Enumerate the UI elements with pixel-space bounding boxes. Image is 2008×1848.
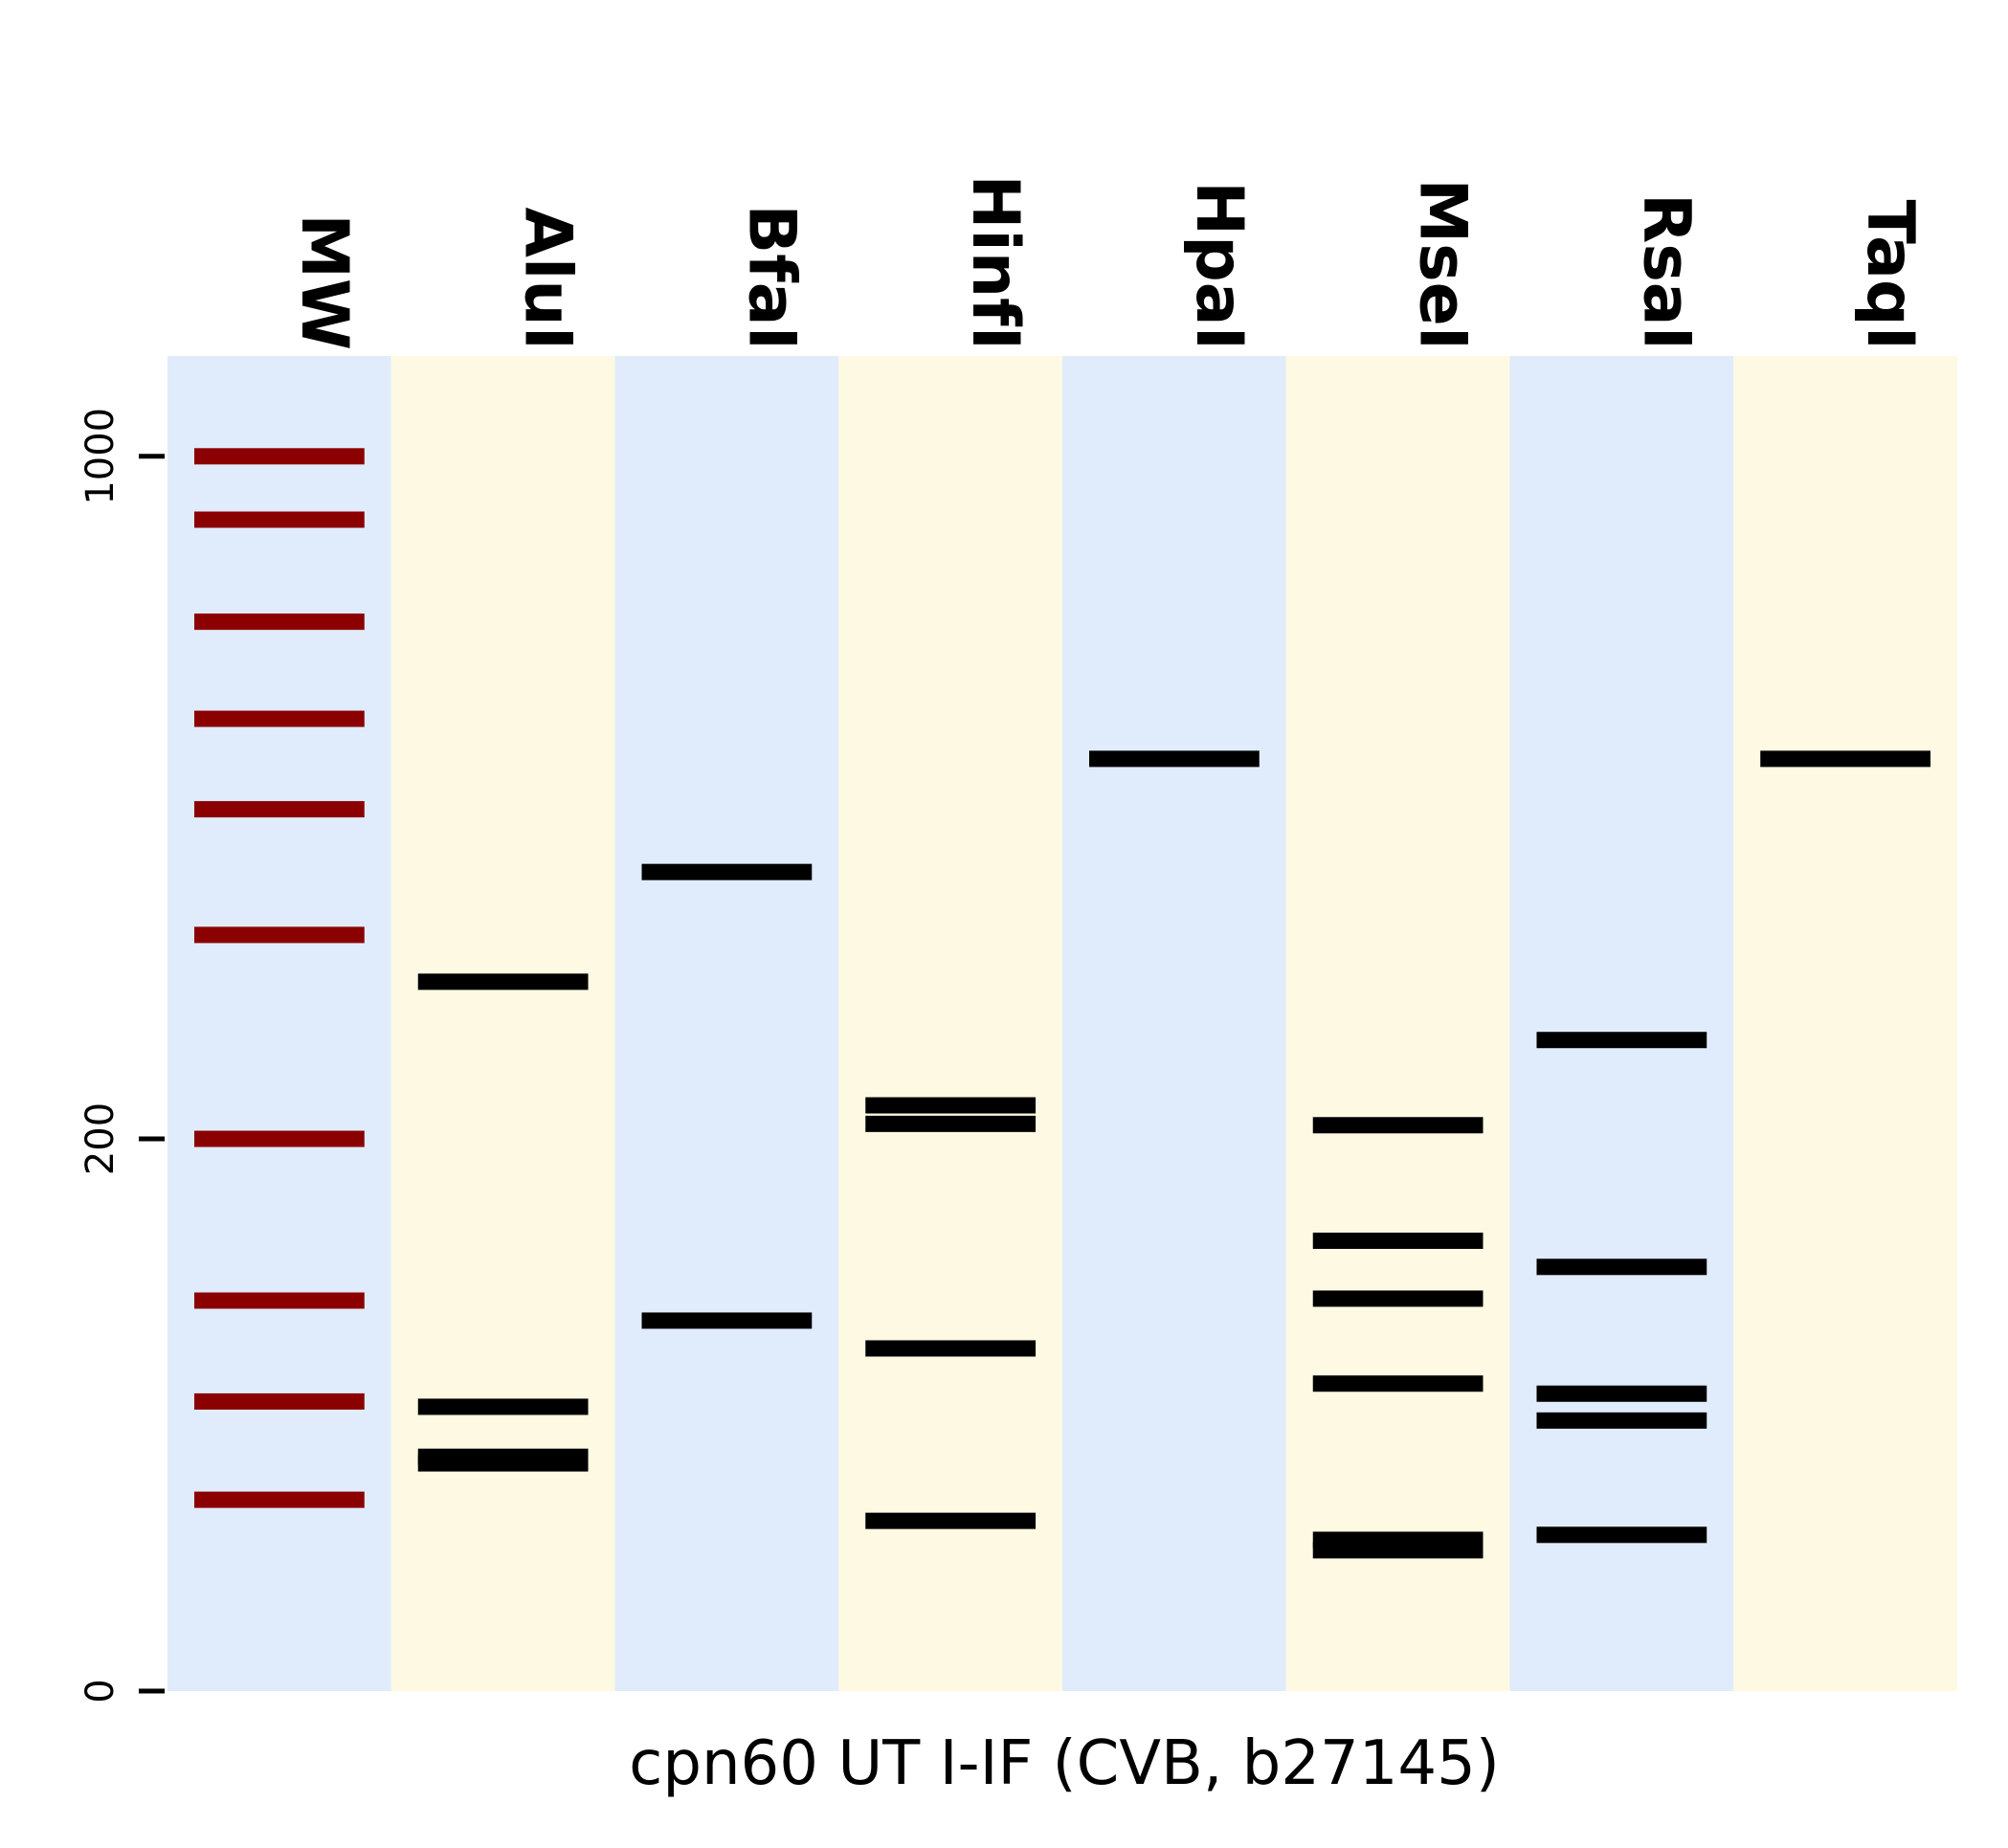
band-alui-1 xyxy=(417,1398,589,1415)
band-rsai-0 xyxy=(1536,1032,1707,1049)
lane-background-hinfi xyxy=(838,356,1062,1691)
marker-band-mw-8 xyxy=(194,1392,365,1410)
band-hinfi-1 xyxy=(865,1115,1036,1132)
band-hinfi-2 xyxy=(865,1340,1036,1357)
band-hinfi-0 xyxy=(865,1097,1036,1114)
band-msei-1 xyxy=(1312,1232,1484,1249)
band-rsai-1 xyxy=(1536,1258,1707,1276)
lane-label-rsai: RsaI xyxy=(1628,193,1704,350)
marker-band-mw-0 xyxy=(194,448,365,465)
band-rsai-4 xyxy=(1536,1526,1707,1544)
lane-backgrounds xyxy=(167,356,1957,1691)
marker-band-mw-3 xyxy=(194,710,365,727)
band-msei-5 xyxy=(1312,1542,1484,1559)
band-taqi-0 xyxy=(1760,750,1930,768)
lane-background-taqi xyxy=(1733,356,1957,1691)
band-bfai-1 xyxy=(641,1312,813,1329)
lane-background-bfai xyxy=(614,356,839,1691)
marker-band-mw-1 xyxy=(194,511,365,528)
y-tick-label-1: 200 xyxy=(78,1102,123,1175)
lane-label-hpai: HpaI xyxy=(1181,181,1257,350)
chart-title: cpn60 UT I-IF (CVB, b27145) xyxy=(629,1728,1500,1799)
marker-band-mw-7 xyxy=(194,1292,365,1309)
lane-labels: MW AluI BfaI HinfI HpaI MseI RsaI TaqI xyxy=(286,174,1928,350)
lane-label-msei: MseI xyxy=(1405,178,1481,350)
marker-band-mw-5 xyxy=(194,926,365,944)
y-axis: 0 200 1000 xyxy=(78,408,165,1703)
marker-band-mw-9 xyxy=(194,1491,365,1508)
lane-label-taqi: TaqI xyxy=(1852,200,1928,350)
band-rsai-3 xyxy=(1536,1412,1707,1429)
band-alui-3 xyxy=(417,1455,589,1472)
lane-background-alui xyxy=(390,356,615,1691)
lane-label-mw: MW xyxy=(286,213,362,350)
lane-label-bfai: BfaI xyxy=(733,204,809,350)
band-alui-0 xyxy=(417,973,589,991)
marker-band-mw-4 xyxy=(194,801,365,818)
marker-band-mw-2 xyxy=(194,613,365,631)
bands xyxy=(194,448,1930,1559)
band-bfai-0 xyxy=(641,863,813,880)
band-hpai-0 xyxy=(1089,750,1260,768)
band-hinfi-3 xyxy=(865,1512,1036,1529)
lane-background-mw xyxy=(167,356,391,1691)
band-rsai-2 xyxy=(1536,1385,1707,1402)
y-tick-label-0: 0 xyxy=(78,1679,123,1703)
marker-band-mw-6 xyxy=(194,1130,365,1147)
band-msei-2 xyxy=(1312,1290,1484,1307)
lane-label-alui: AluI xyxy=(510,207,586,350)
lane-background-msei xyxy=(1285,356,1510,1691)
band-msei-3 xyxy=(1312,1375,1484,1392)
lane-background-hpai xyxy=(1062,356,1286,1691)
band-msei-0 xyxy=(1312,1117,1484,1134)
lane-label-hinfi: HinfI xyxy=(957,174,1033,350)
lane-background-rsai xyxy=(1509,356,1734,1691)
y-tick-label-2: 1000 xyxy=(78,408,123,505)
